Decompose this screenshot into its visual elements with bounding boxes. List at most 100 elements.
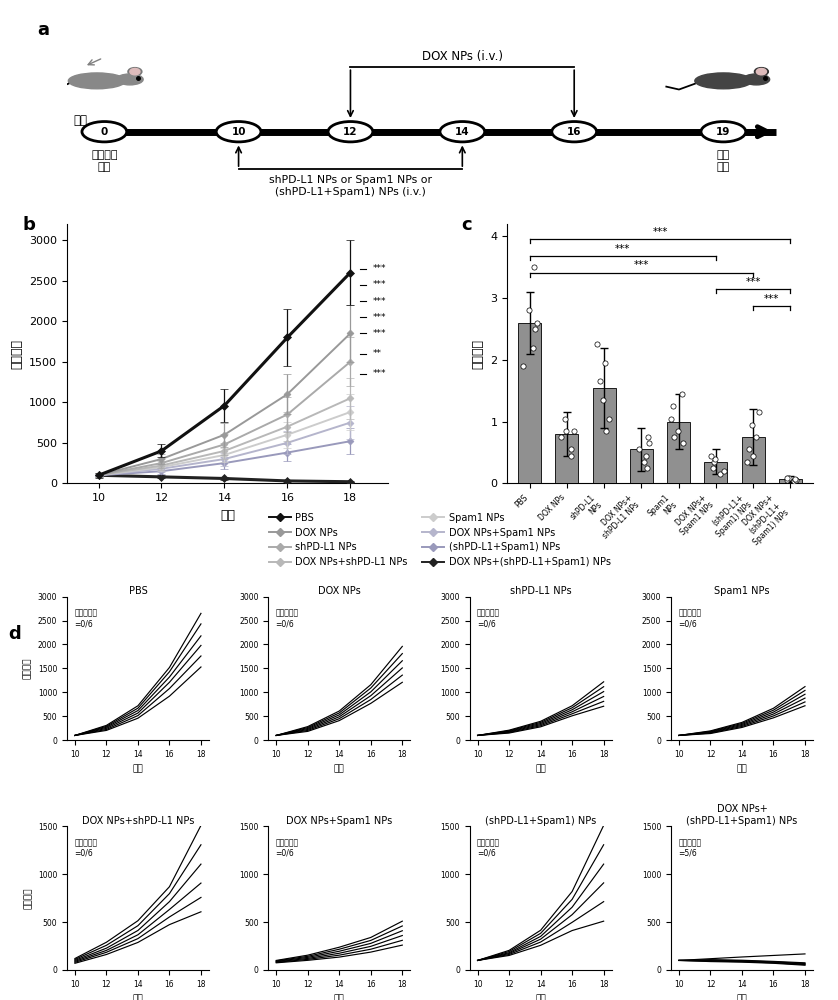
Point [666, 398, 680, 414]
Point [787, 473, 800, 489]
Point [639, 448, 652, 464]
Bar [518, 323, 541, 483]
X-axis label: 天数: 天数 [535, 765, 546, 774]
Title: Spam1 NPs: Spam1 NPs [714, 586, 770, 596]
X-axis label: 天数: 天数 [737, 994, 747, 1000]
Text: 19: 19 [716, 127, 731, 137]
Point [593, 373, 607, 389]
Point [567, 423, 581, 439]
Text: c: c [461, 216, 472, 234]
Ellipse shape [743, 74, 769, 85]
X-axis label: 天数: 天数 [737, 765, 747, 774]
Y-axis label: 胿瘾体积: 胿瘾体积 [11, 339, 23, 369]
Bar [705, 462, 727, 483]
Point [640, 460, 654, 476]
Point [741, 454, 754, 470]
Circle shape [328, 122, 373, 142]
X-axis label: 天数: 天数 [220, 509, 235, 522]
Text: 10: 10 [231, 127, 246, 137]
Bar [592, 388, 616, 483]
Circle shape [551, 122, 597, 142]
Point [671, 423, 685, 439]
Point [789, 472, 803, 488]
Ellipse shape [757, 68, 767, 75]
Text: 部分响应率
=0/6: 部分响应率 =0/6 [678, 608, 701, 628]
Title: DOX NPs: DOX NPs [318, 586, 360, 596]
Point [707, 454, 721, 470]
Text: ***: *** [746, 277, 761, 287]
Text: 部分响应率
=0/6: 部分响应率 =0/6 [74, 608, 97, 628]
Point [597, 392, 610, 408]
Text: **: ** [372, 349, 381, 358]
Text: d: d [8, 625, 21, 643]
Point [554, 429, 567, 445]
X-axis label: 天数: 天数 [132, 765, 143, 774]
Point [558, 411, 572, 427]
Text: 部分响应率
=0/6: 部分响应率 =0/6 [276, 608, 298, 628]
Point [704, 448, 717, 464]
Circle shape [216, 122, 261, 142]
Text: ***: *** [634, 260, 649, 270]
Circle shape [701, 122, 746, 142]
Text: 部分响应率
=0/6: 部分响应率 =0/6 [477, 838, 500, 858]
Ellipse shape [128, 68, 142, 76]
X-axis label: 天数: 天数 [535, 994, 546, 1000]
Point [522, 302, 535, 318]
Point [603, 411, 616, 427]
Point [643, 435, 656, 451]
Point [516, 358, 530, 374]
Bar [742, 437, 765, 483]
Text: 皮下种植
胿瘾: 皮下种植 胿瘾 [91, 150, 117, 172]
Text: ***: *** [372, 329, 385, 338]
Text: ***: *** [372, 369, 385, 378]
Point [742, 441, 755, 457]
Ellipse shape [69, 73, 126, 89]
Title: (shPD-L1+Spam1) NPs: (shPD-L1+Spam1) NPs [485, 816, 597, 826]
X-axis label: 天数: 天数 [334, 994, 344, 1000]
Ellipse shape [116, 74, 143, 85]
Text: ***: *** [372, 280, 385, 289]
Text: b: b [22, 216, 35, 234]
Point [676, 435, 690, 451]
Point [709, 451, 722, 467]
Point [789, 471, 802, 487]
Text: 14: 14 [455, 127, 469, 137]
Point [564, 441, 577, 457]
Text: ***: *** [615, 244, 630, 254]
Text: shPD-L1 NPs or Spam1 NPs or
(shPD-L1+Spam1) NPs (i.v.): shPD-L1 NPs or Spam1 NPs or (shPD-L1+Spa… [269, 175, 432, 197]
Title: DOX NPs+shPD-L1 NPs: DOX NPs+shPD-L1 NPs [82, 816, 194, 826]
Point [526, 340, 540, 356]
Point [600, 423, 613, 439]
Point [716, 463, 730, 479]
Point [637, 454, 650, 470]
Title: PBS: PBS [128, 586, 147, 596]
Point [746, 448, 759, 464]
Point [527, 259, 541, 275]
Text: ***: *** [372, 313, 385, 322]
Text: 16: 16 [567, 127, 582, 137]
Text: 取出
胿瘾: 取出 胿瘾 [716, 150, 730, 172]
Title: shPD-L1 NPs: shPD-L1 NPs [510, 586, 572, 596]
Point [590, 336, 603, 352]
Text: 部分响应率
=5/6: 部分响应率 =5/6 [678, 838, 701, 858]
X-axis label: 天数: 天数 [132, 994, 143, 1000]
Point [706, 460, 720, 476]
Text: 0: 0 [101, 127, 108, 137]
Point [780, 470, 794, 486]
Point [675, 386, 688, 402]
Point [559, 423, 572, 439]
Text: ***: *** [652, 227, 668, 237]
Title: DOX NPs+
(shPD-L1+Spam1) NPs: DOX NPs+ (shPD-L1+Spam1) NPs [686, 804, 798, 826]
Bar [667, 422, 691, 483]
Point [752, 404, 765, 420]
Point [781, 472, 794, 488]
Point [665, 411, 678, 427]
Ellipse shape [130, 68, 140, 75]
Point [598, 355, 612, 371]
Text: DOX NPs (i.v.): DOX NPs (i.v.) [422, 50, 503, 63]
Point [749, 429, 763, 445]
Bar [779, 479, 802, 483]
Text: 天数: 天数 [73, 114, 87, 127]
Y-axis label: 胿瘾体积: 胿瘾体积 [23, 887, 33, 909]
Point [641, 429, 654, 445]
